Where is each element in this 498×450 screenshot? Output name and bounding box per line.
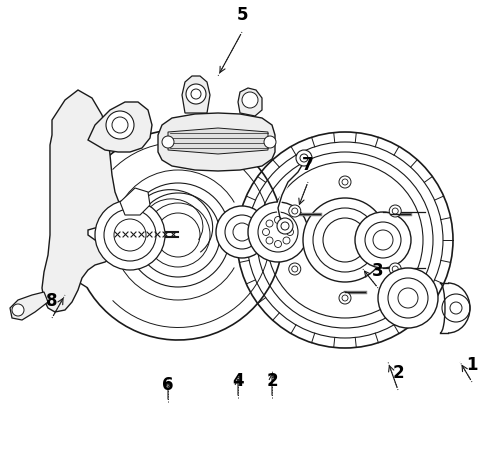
Text: 7: 7 — [302, 156, 314, 174]
Polygon shape — [238, 88, 262, 116]
Circle shape — [277, 218, 293, 234]
Text: 2: 2 — [266, 372, 278, 390]
Text: 4: 4 — [232, 372, 244, 390]
Text: 1: 1 — [466, 356, 478, 374]
Polygon shape — [42, 90, 120, 312]
Text: 6: 6 — [162, 376, 174, 394]
Text: 3: 3 — [372, 262, 384, 280]
Circle shape — [392, 266, 398, 272]
Circle shape — [274, 240, 281, 248]
Circle shape — [12, 304, 24, 316]
Circle shape — [283, 220, 290, 227]
Circle shape — [248, 202, 308, 262]
Circle shape — [266, 237, 273, 244]
Circle shape — [389, 263, 401, 275]
Circle shape — [283, 237, 290, 244]
Circle shape — [342, 179, 348, 185]
Polygon shape — [158, 113, 275, 171]
Circle shape — [237, 132, 453, 348]
Circle shape — [342, 295, 348, 301]
Circle shape — [389, 205, 401, 217]
Circle shape — [339, 176, 351, 188]
Circle shape — [95, 200, 165, 270]
Circle shape — [186, 84, 206, 104]
Circle shape — [339, 292, 351, 304]
Circle shape — [216, 206, 268, 258]
Circle shape — [264, 136, 276, 148]
Circle shape — [289, 263, 301, 275]
Circle shape — [292, 208, 298, 214]
Circle shape — [274, 216, 281, 224]
Circle shape — [286, 229, 293, 235]
Polygon shape — [88, 102, 152, 152]
Circle shape — [106, 111, 134, 139]
Polygon shape — [182, 76, 210, 113]
Polygon shape — [10, 292, 48, 320]
Circle shape — [303, 198, 387, 282]
Circle shape — [262, 229, 269, 235]
Circle shape — [378, 268, 438, 328]
Circle shape — [162, 136, 174, 148]
Circle shape — [292, 266, 298, 272]
Circle shape — [289, 205, 301, 217]
Circle shape — [296, 150, 312, 166]
Polygon shape — [168, 128, 268, 154]
Circle shape — [355, 212, 411, 268]
Circle shape — [266, 220, 273, 227]
Polygon shape — [120, 188, 150, 215]
Text: 2: 2 — [392, 364, 404, 382]
Circle shape — [242, 92, 258, 108]
Text: 8: 8 — [46, 292, 58, 310]
Circle shape — [126, 183, 230, 287]
Circle shape — [392, 208, 398, 214]
Text: 5: 5 — [236, 6, 248, 24]
